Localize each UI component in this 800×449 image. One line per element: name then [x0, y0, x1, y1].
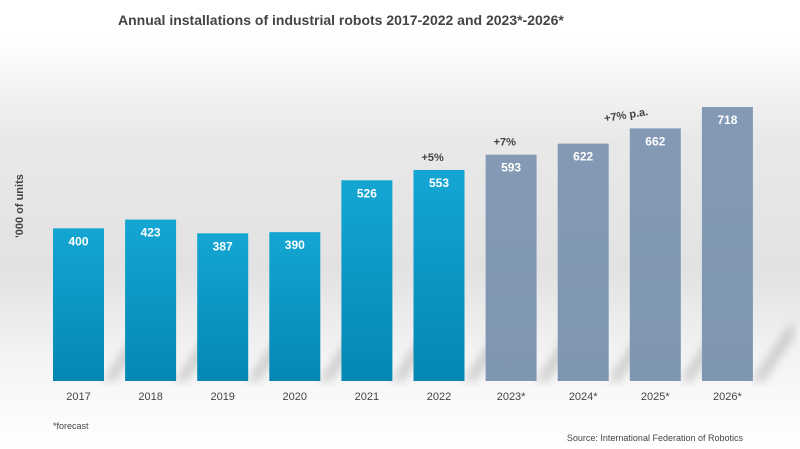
x-tick-label: 2018: [138, 391, 162, 403]
x-tick-label: 2019: [210, 391, 234, 403]
data-label: 662: [645, 134, 665, 148]
annotation: +5%: [422, 152, 445, 164]
x-tick-label: 2020: [283, 391, 307, 403]
data-label: 553: [429, 176, 449, 190]
bar-2017: [53, 228, 104, 381]
x-tick-label: 2017: [66, 391, 90, 403]
data-label: 622: [573, 150, 593, 164]
bar-2019: [197, 233, 249, 381]
data-label: 718: [717, 113, 737, 127]
bar-2025-forecast: [629, 128, 681, 381]
annotation: +7%: [494, 137, 517, 149]
bar-2023-forecast: [485, 154, 537, 381]
data-label: 593: [501, 161, 521, 175]
footnote: *forecast: [53, 421, 89, 431]
bar-2024-forecast: [557, 143, 609, 381]
x-tick-label: 2026*: [713, 391, 742, 403]
bar-2020: [269, 232, 321, 381]
bar-shadow: [752, 321, 793, 381]
data-label: 423: [141, 226, 161, 240]
data-label: 387: [213, 239, 233, 253]
chart-title: Annual installations of industrial robot…: [118, 12, 564, 28]
bar-2021: [341, 180, 393, 381]
data-label: 400: [68, 234, 88, 248]
x-tick-label: 2022: [427, 391, 451, 403]
x-tick-label: 2021: [355, 391, 379, 403]
x-tick-label: 2023*: [497, 391, 526, 403]
bar-2026-forecast: [701, 107, 753, 381]
bar-2022: [413, 169, 465, 381]
data-label: 390: [285, 238, 305, 252]
source-note: Source: International Federation of Robo…: [566, 433, 743, 443]
annotation: +7% p.a.: [603, 106, 649, 125]
data-label: 526: [357, 186, 377, 200]
x-tick-label: 2025*: [641, 391, 670, 403]
x-tick-label: 2024*: [569, 391, 598, 403]
bar-2018: [125, 219, 177, 381]
